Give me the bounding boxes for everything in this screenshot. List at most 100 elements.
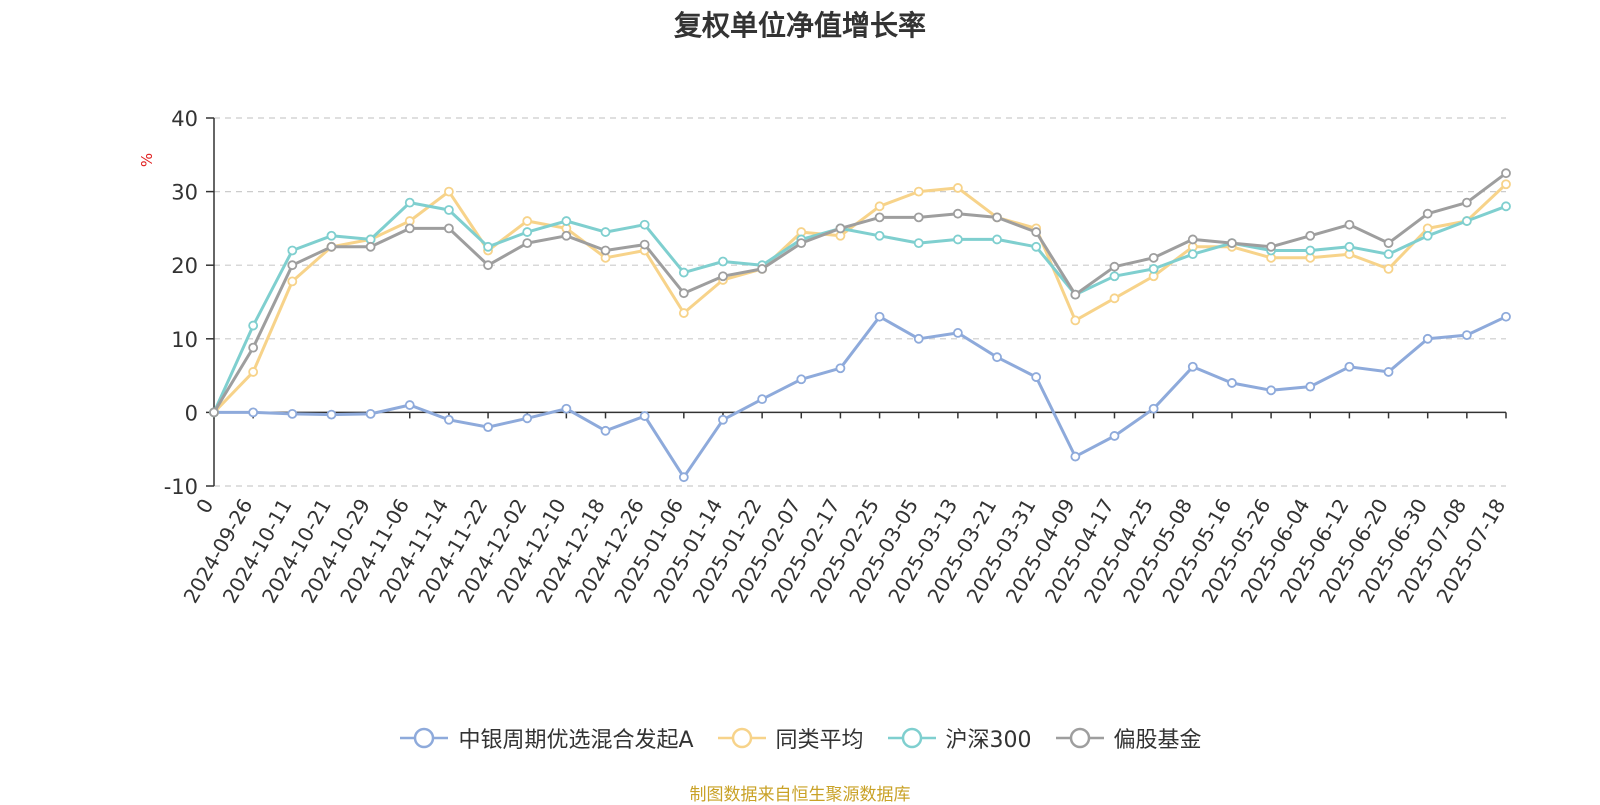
data-point	[913, 333, 924, 344]
data-point	[1305, 381, 1316, 392]
data-point	[1187, 249, 1198, 260]
legend-item[interactable]: 中银周期优选混合发起A	[398, 722, 694, 754]
data-point	[835, 363, 846, 374]
data-point	[1422, 333, 1433, 344]
y-tick-label: 40	[171, 107, 198, 131]
legend-item[interactable]: 沪深300	[886, 722, 1032, 754]
data-point	[1344, 241, 1355, 252]
series-line-1	[212, 315, 1508, 479]
data-point	[1344, 361, 1355, 372]
data-point	[952, 208, 963, 219]
series-line-4	[212, 171, 1508, 414]
data-point	[444, 205, 454, 215]
data-point	[1383, 367, 1394, 377]
data-point	[444, 186, 454, 197]
data-point	[600, 227, 611, 237]
data-point	[1383, 238, 1394, 249]
data-point	[639, 411, 650, 421]
data-point	[444, 414, 454, 425]
data-point	[913, 212, 924, 223]
data-point	[1305, 245, 1316, 256]
data-point	[1501, 179, 1511, 190]
gridlines	[214, 117, 1506, 487]
data-point	[1266, 241, 1276, 252]
legend: 中银周期优选混合发起A 同类平均 沪深300 偏股基金	[0, 722, 1600, 754]
data-point	[1109, 271, 1120, 282]
legend-label: 中银周期优选混合发起A	[458, 728, 694, 753]
data-point	[248, 342, 259, 353]
data-point	[913, 186, 924, 197]
data-point	[561, 230, 572, 241]
data-point	[718, 256, 728, 267]
data-point	[639, 239, 650, 250]
series-lines	[209, 168, 1511, 483]
data-point	[248, 367, 259, 377]
legend-label: 沪深300	[945, 728, 1032, 753]
data-point	[678, 308, 689, 318]
data-point	[874, 201, 885, 212]
data-point	[874, 311, 885, 322]
chart-title: 复权单位净值增长率	[673, 9, 926, 42]
data-point	[913, 238, 924, 249]
data-point	[952, 328, 963, 338]
legend-item[interactable]: 偏股基金	[1054, 722, 1202, 754]
data-point	[1422, 230, 1433, 241]
data-point	[1461, 330, 1472, 341]
series-line-3	[212, 201, 1508, 414]
data-point	[326, 409, 337, 420]
data-point	[1383, 249, 1394, 260]
data-point	[1109, 431, 1120, 441]
data-point	[1031, 241, 1042, 252]
data-point	[209, 407, 219, 418]
data-point	[678, 472, 689, 483]
line-chart: -10010203040%02024-09-262024-10-112024-1…	[138, 107, 1511, 607]
data-point	[1461, 197, 1472, 208]
data-point	[561, 403, 572, 414]
data-point	[404, 197, 415, 208]
data-point	[1031, 372, 1042, 382]
data-point	[1070, 315, 1081, 326]
data-point	[796, 238, 807, 249]
data-point	[365, 241, 376, 252]
data-point	[639, 219, 650, 230]
data-point	[600, 245, 611, 256]
data-point	[1031, 227, 1042, 237]
tick-labels: -10010203040%02024-09-262024-10-112024-1…	[138, 107, 1510, 607]
data-point	[1344, 219, 1355, 230]
data-point	[522, 238, 533, 249]
legend-item[interactable]: 同类平均	[716, 722, 864, 754]
data-point	[483, 260, 493, 271]
data-point	[404, 400, 415, 410]
y-tick-label: 0	[185, 401, 198, 425]
data-point	[287, 276, 298, 287]
legend-label: 同类平均	[775, 728, 864, 753]
legend-swatch-icon	[887, 727, 936, 749]
data-point	[1070, 289, 1081, 300]
data-point	[287, 245, 298, 256]
data-point	[952, 183, 963, 193]
data-point	[678, 288, 689, 299]
data-point	[1305, 230, 1316, 241]
data-point	[1187, 234, 1198, 245]
x-tick-label: 0	[191, 495, 218, 518]
y-tick-label: 30	[171, 181, 198, 205]
data-source-note: 制图数据来自恒生聚源数据库	[689, 785, 911, 805]
y-tick-label: 10	[171, 328, 198, 352]
data-point	[365, 408, 376, 419]
data-point	[404, 223, 415, 234]
data-point	[1187, 361, 1198, 372]
data-point	[1422, 208, 1433, 219]
data-point	[874, 230, 885, 241]
data-point	[1109, 293, 1120, 304]
data-point	[561, 216, 572, 226]
data-point	[1109, 261, 1120, 272]
data-point	[757, 394, 768, 405]
data-point	[1148, 252, 1159, 263]
data-point	[522, 413, 533, 424]
data-point	[678, 267, 689, 278]
y-axis-unit-label: %	[138, 153, 156, 167]
data-point	[835, 223, 846, 234]
data-point	[248, 407, 259, 418]
data-point	[522, 216, 533, 226]
data-point	[992, 234, 1002, 245]
